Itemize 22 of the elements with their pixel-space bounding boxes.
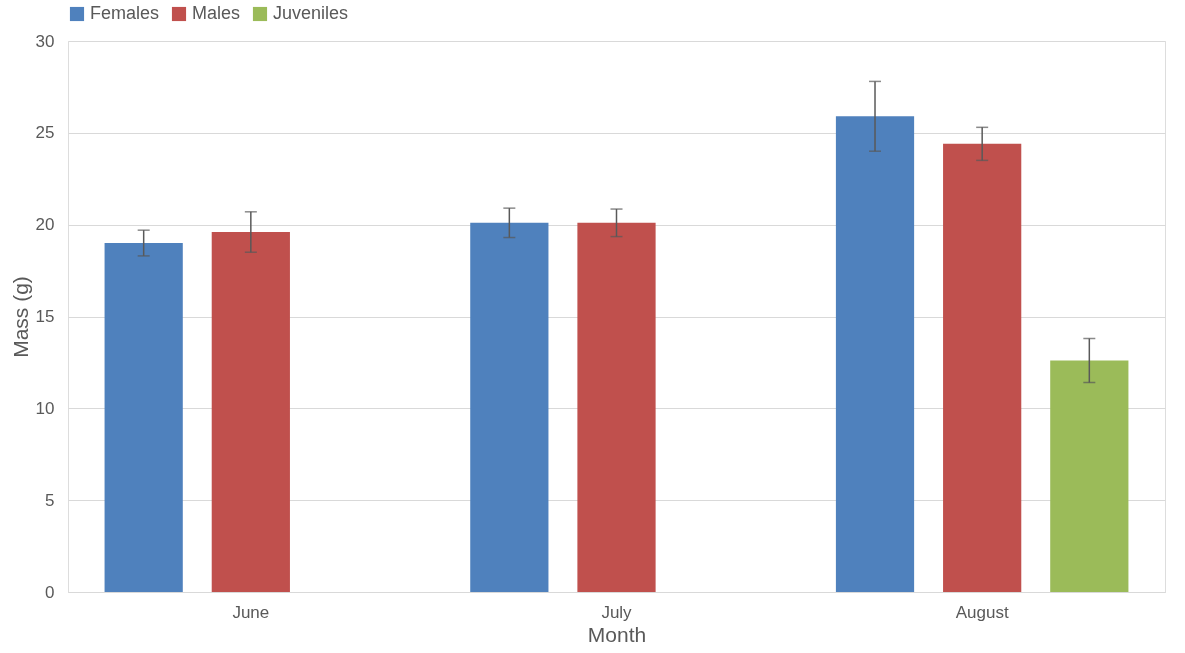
bar [1050, 360, 1129, 592]
y-tick-label: 5 [45, 490, 55, 510]
bar [835, 116, 915, 592]
bar [104, 243, 183, 592]
bar [943, 143, 1022, 592]
bar [211, 232, 290, 592]
bar [470, 222, 549, 592]
y-tick-label: 30 [35, 31, 55, 51]
y-tick-label: 25 [35, 123, 55, 143]
x-axis-title: Month [587, 622, 647, 646]
y-tick-label: 10 [35, 398, 55, 418]
y-tick-label: 20 [35, 215, 55, 235]
legend-label: Females [90, 3, 160, 23]
legend-label: Juveniles [273, 3, 349, 23]
y-tick-label: 15 [35, 307, 55, 326]
y-axis-title: Mass (g) [8, 276, 32, 358]
y-tick-label: 0 [45, 582, 55, 602]
bar [577, 222, 656, 592]
x-tick-label: July [601, 602, 633, 622]
legend-label: Males [192, 3, 241, 23]
x-tick-label: August [955, 602, 1009, 622]
x-tick-label: June [232, 602, 270, 622]
